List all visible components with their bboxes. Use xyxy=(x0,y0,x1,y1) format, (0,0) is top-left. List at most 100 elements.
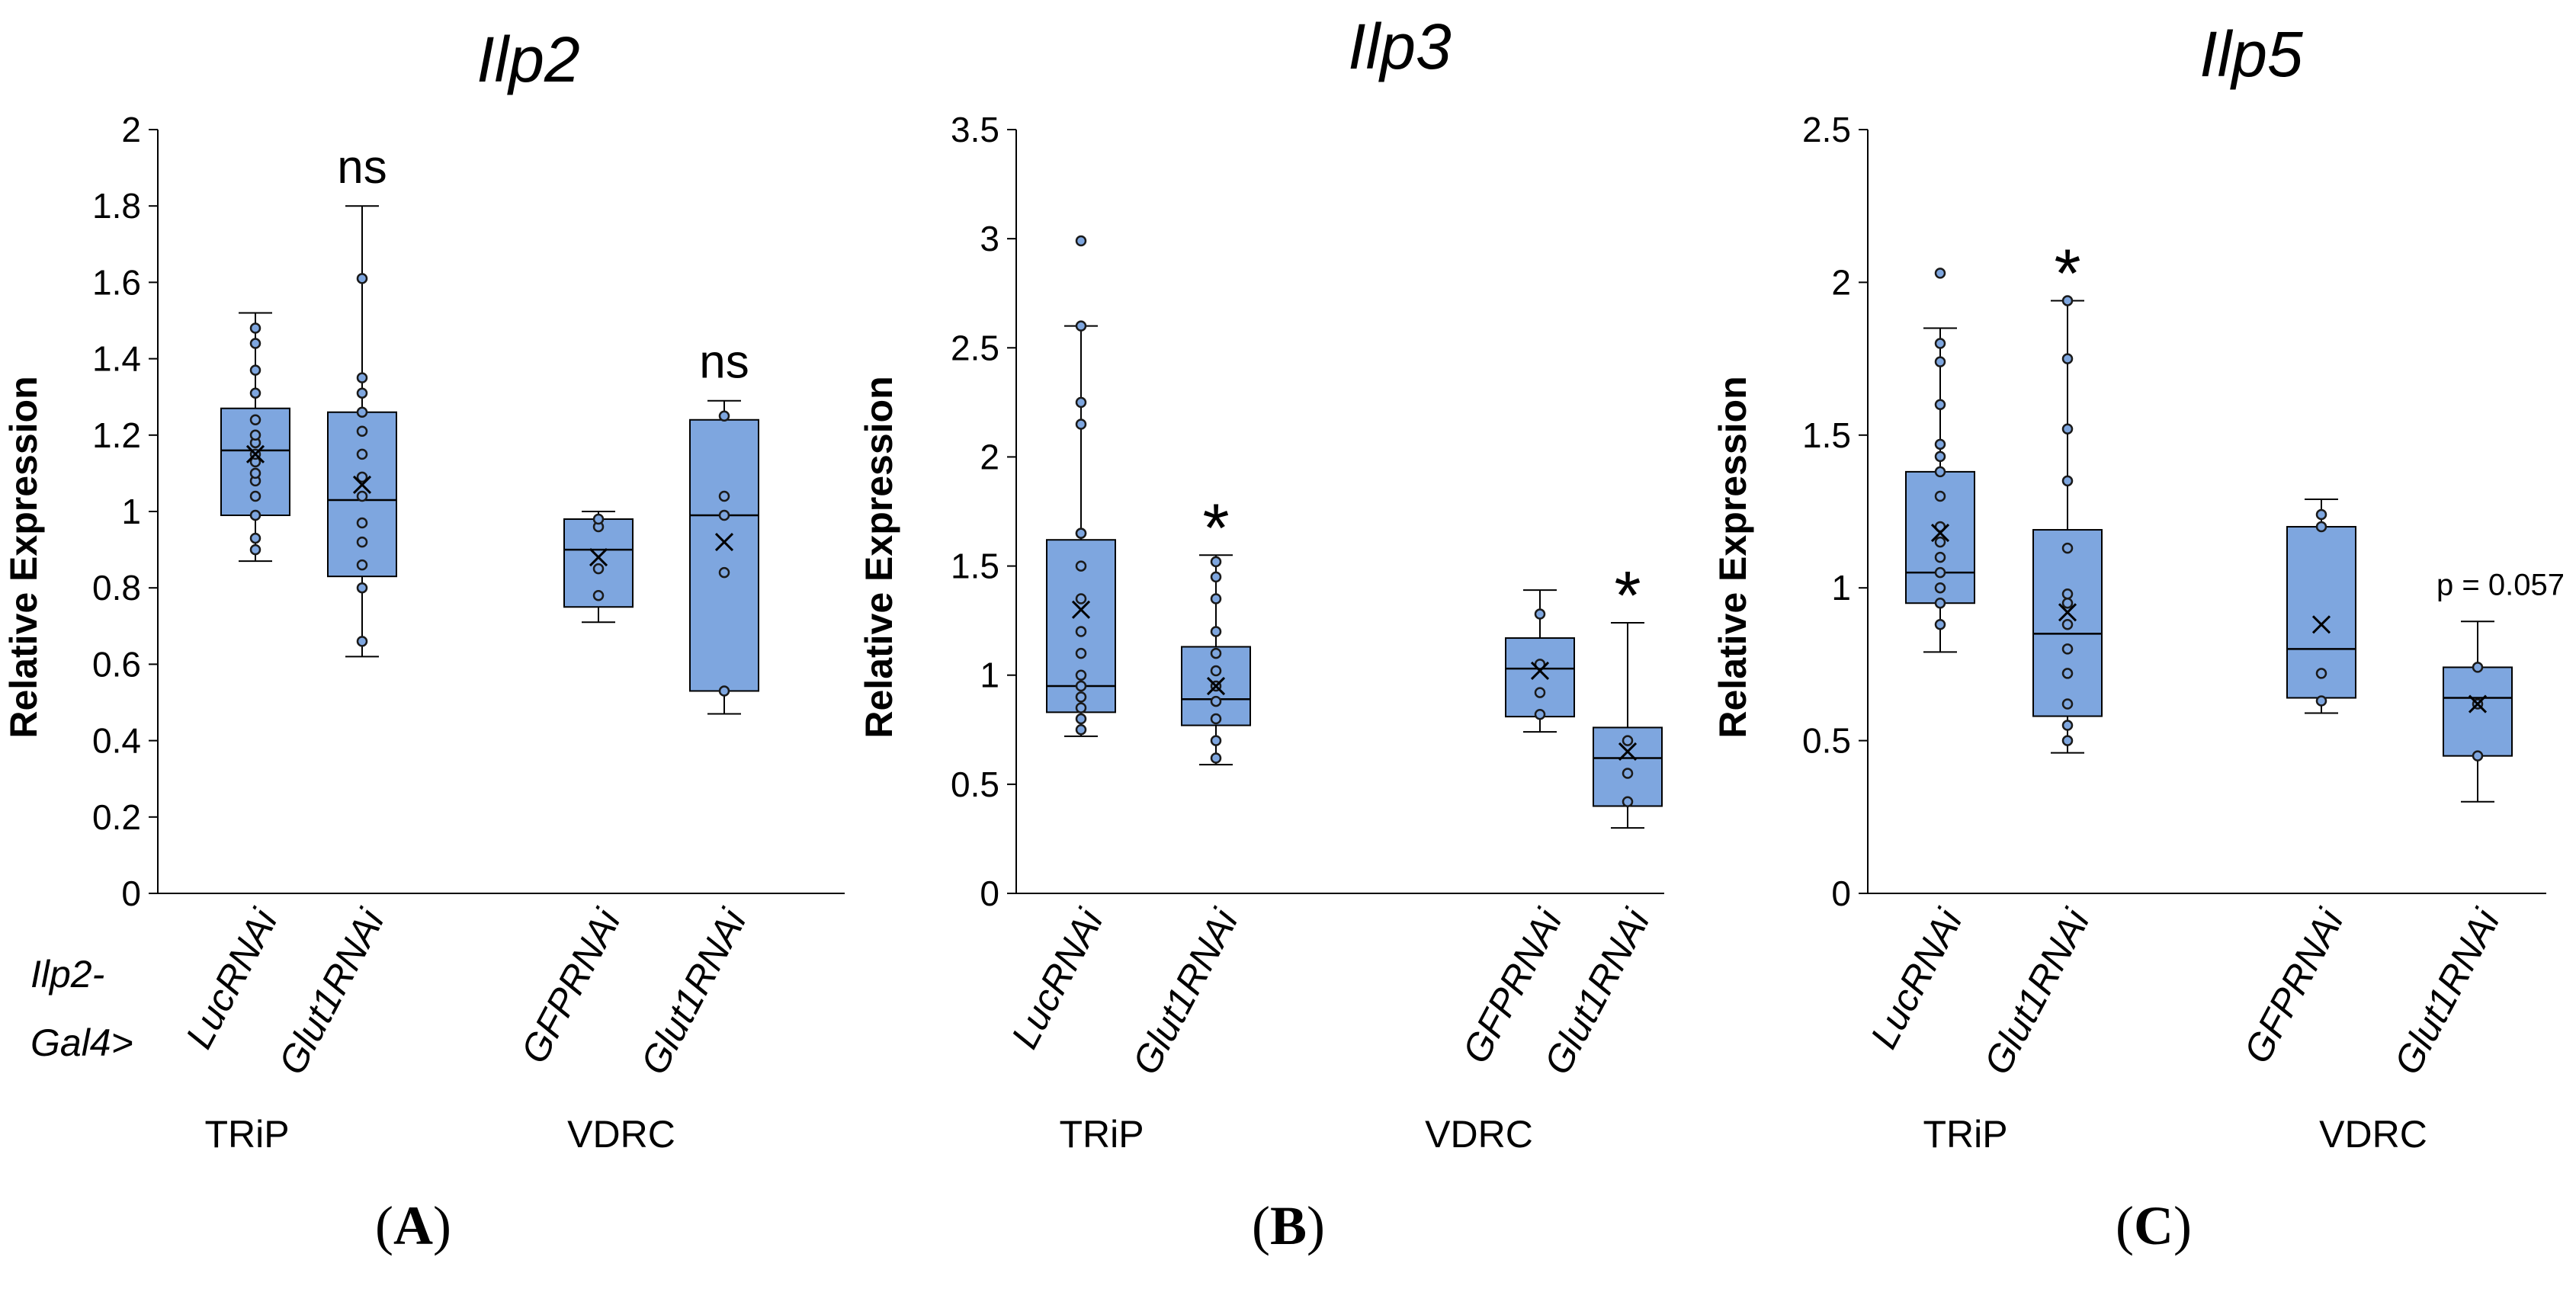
data-point xyxy=(1075,713,1087,725)
data-point xyxy=(1075,680,1087,692)
data-point xyxy=(1210,665,1222,677)
data-point xyxy=(1075,418,1087,430)
box-iqr xyxy=(2443,666,2513,757)
data-point xyxy=(1210,735,1222,746)
data-point xyxy=(2061,475,2074,487)
box-2: * xyxy=(2032,236,2103,754)
data-point xyxy=(1934,451,1946,463)
y-tick-label: 0.8 xyxy=(92,568,141,608)
data-point xyxy=(1075,702,1087,713)
mean-marker-b xyxy=(714,533,734,552)
chart-title: Ilp2 xyxy=(476,24,579,95)
data-point xyxy=(249,322,261,334)
box-3 xyxy=(2286,498,2356,714)
data-point xyxy=(718,566,730,579)
y-tick-label: 1 xyxy=(121,492,141,531)
chart-title: Ilp5 xyxy=(2199,18,2303,90)
data-point xyxy=(249,532,261,544)
data-point xyxy=(249,364,261,376)
y-tick-label: 0 xyxy=(121,874,141,913)
data-point xyxy=(356,517,368,529)
y-axis-label: Relative Expression xyxy=(1711,376,1754,738)
y-tick-label: 0.6 xyxy=(92,644,141,684)
y-tick-label: 0.2 xyxy=(92,797,141,837)
panel-label: (A) xyxy=(375,1195,451,1256)
data-point xyxy=(2472,750,2484,762)
data-point xyxy=(1934,356,1946,367)
y-tick-label: 0.4 xyxy=(92,721,141,761)
data-point xyxy=(1210,713,1222,725)
box-1 xyxy=(1905,268,1975,653)
panel-label: (C) xyxy=(2116,1195,2192,1256)
data-point xyxy=(2472,662,2484,673)
significance-star: * xyxy=(1614,558,1641,634)
data-point xyxy=(1075,320,1087,332)
y-tick-label: 1.2 xyxy=(92,415,141,455)
data-point xyxy=(1075,560,1087,572)
data-point xyxy=(249,490,261,502)
data-point xyxy=(249,543,261,556)
data-point xyxy=(1534,708,1546,720)
data-point xyxy=(356,490,368,502)
data-point xyxy=(1934,536,1946,548)
data-point xyxy=(356,406,368,418)
y-tick-label: 1 xyxy=(980,656,999,695)
data-point xyxy=(1075,691,1087,703)
data-point xyxy=(249,338,261,349)
data-point xyxy=(356,559,368,571)
data-point xyxy=(592,589,605,601)
significance-star: * xyxy=(2054,236,2080,312)
data-point xyxy=(1534,687,1546,698)
category-label: Glut1RNAi xyxy=(1124,901,1246,1081)
category-label: Glut1RNAi xyxy=(270,901,393,1081)
data-point xyxy=(2061,423,2074,435)
box-2: * xyxy=(1181,490,1251,766)
panel-label: (B) xyxy=(1252,1195,1325,1256)
y-tick-label: 2 xyxy=(121,110,141,149)
data-point xyxy=(2061,643,2074,655)
p-value-label: p = 0.057 xyxy=(2436,568,2565,601)
data-point xyxy=(1934,268,1946,279)
y-tick-label: 3 xyxy=(980,219,999,258)
data-point xyxy=(2061,597,2074,609)
data-point xyxy=(2061,295,2074,306)
data-point xyxy=(2061,735,2074,746)
data-point xyxy=(356,636,368,647)
data-point xyxy=(1934,619,1946,630)
significance-star: * xyxy=(1202,490,1229,566)
mean-marker-b xyxy=(245,444,265,463)
y-tick-label: 2 xyxy=(1831,262,1851,302)
data-point xyxy=(2061,353,2074,364)
data-point xyxy=(249,387,261,399)
data-point xyxy=(2061,720,2074,731)
data-point xyxy=(356,536,368,548)
category-label: Glut1RNAi xyxy=(632,901,755,1081)
box-iqr xyxy=(1181,646,1251,726)
data-point xyxy=(1210,752,1222,764)
data-point xyxy=(1210,695,1222,707)
y-axis-label: Relative Expression xyxy=(858,376,900,738)
significance-ns: ns xyxy=(337,141,387,194)
data-point xyxy=(1075,669,1087,681)
chart-panel-a: Ilp2 0 0.2 0.4 0.6 0.8 1 1.2 1.4 1.6 1.8 2 Relative … xyxy=(2,24,845,1256)
significance-ns: ns xyxy=(699,336,749,389)
data-point xyxy=(249,509,261,521)
mean-marker-b xyxy=(1530,661,1550,681)
data-point xyxy=(1934,597,1946,609)
data-point xyxy=(249,414,261,426)
data-point xyxy=(2315,521,2327,533)
data-point xyxy=(1934,551,1946,563)
data-point xyxy=(1934,582,1946,594)
data-point xyxy=(1075,235,1087,247)
mean-marker-b xyxy=(1930,523,1950,543)
category-label: LucRNAi xyxy=(178,901,287,1055)
data-point xyxy=(356,387,368,399)
data-point xyxy=(2061,698,2074,710)
mean-marker-b xyxy=(2468,694,2488,713)
data-point xyxy=(356,372,368,383)
data-point xyxy=(718,685,730,697)
data-point xyxy=(1075,527,1087,539)
data-point xyxy=(249,429,261,441)
data-point xyxy=(718,509,730,521)
